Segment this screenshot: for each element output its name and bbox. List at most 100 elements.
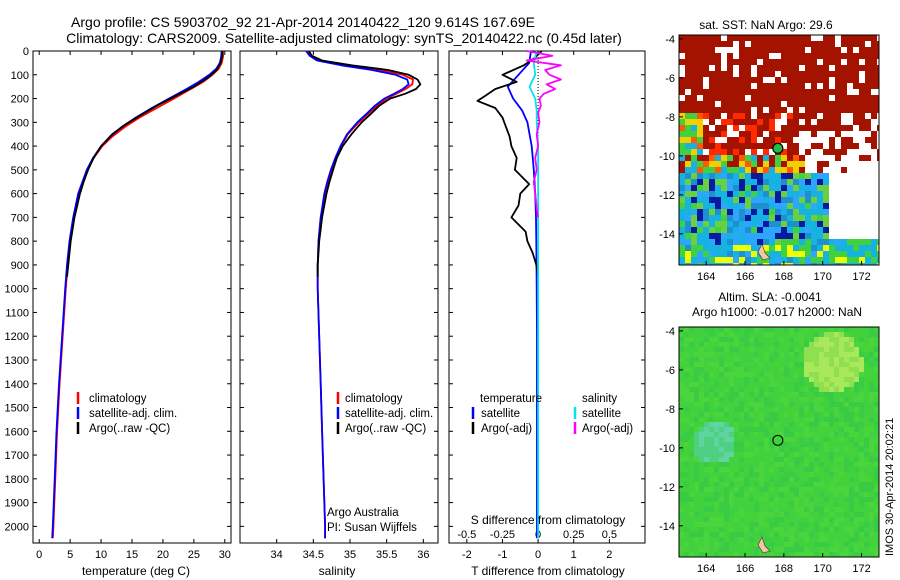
sst-cell [763,227,769,233]
sla-cell [819,532,824,537]
sla-cell [684,412,689,417]
sla-cell [779,437,784,442]
sla-cell [844,342,849,347]
sla-cell [764,352,769,357]
sla-cell [839,422,844,427]
sla-cell [824,372,829,377]
sla-cell [694,352,699,357]
sla-cell [784,472,789,477]
sla-cell [809,352,814,357]
sst-cell [871,251,877,257]
sla-cell [754,427,759,432]
sst-cell [793,89,799,95]
sla-cell [749,327,754,332]
sla-cell [679,487,684,492]
sla-cell [694,452,699,457]
sla-cell [864,362,869,367]
sla-cell [759,417,764,422]
series-line-salinity-argo-adj- [525,50,562,218]
sla-cell [844,477,849,482]
sst-cell [691,41,697,47]
sla-cell [774,452,779,457]
sla-cell [729,332,734,337]
sst-cell [775,101,781,107]
sst-cell [685,173,691,179]
sla-cell [684,552,689,557]
sla-cell [754,552,759,557]
sst-cell [757,191,763,197]
sst-cell [691,251,697,257]
sla-cell [864,497,869,502]
sla-cell [679,382,684,387]
sla-cell [829,417,834,422]
sla-cell [854,552,859,557]
sla-cell [734,397,739,402]
sla-cell [714,447,719,452]
sla-cell [684,367,689,372]
sla-cell [799,357,804,362]
sla-cell [839,462,844,467]
sla-cell [869,462,874,467]
sla-cell [759,392,764,397]
sla-cell [829,487,834,492]
sla-cell [729,522,734,527]
sla-cell [734,482,739,487]
sst-cell [841,107,847,113]
sst-cell [841,143,847,149]
sla-cell [804,422,809,427]
sla-cell [764,362,769,367]
sla-cell [844,412,849,417]
sla-cell [699,412,704,417]
sst-cell [721,167,727,173]
sst-cell [685,77,691,83]
sla-cell [769,362,774,367]
sla-cell [814,482,819,487]
sla-cell [844,397,849,402]
sla-cell [839,487,844,492]
sst-cell [721,215,727,221]
sla-cell [709,432,714,437]
sla-cell [794,427,799,432]
sst-cell [841,95,847,101]
sla-cell [854,482,859,487]
sla-cell [829,392,834,397]
sla-cell [719,452,724,457]
sla-cell [864,367,869,372]
sla-cell [734,527,739,532]
sla-cell [809,407,814,412]
sla-cell [724,412,729,417]
sst-cell [823,83,829,89]
sla-cell [749,372,754,377]
sla-cell [859,407,864,412]
sst-cell [859,47,865,53]
sst-cell [715,107,721,113]
depth-tick-label: 800 [11,236,29,248]
sla-cell [734,522,739,527]
sst-cell [841,257,847,263]
sst-cell [865,251,871,257]
sla-cell [739,447,744,452]
sla-cell [729,412,734,417]
sst-cell [817,161,823,167]
sla-cell [699,497,704,502]
sst-cell [685,119,691,125]
sst-cell [745,251,751,257]
sla-cell [864,447,869,452]
sla-cell [679,427,684,432]
sst-cell [787,83,793,89]
sst-cell [745,263,751,265]
sla-cell [724,482,729,487]
sla-cell [824,392,829,397]
sla-cell [854,417,859,422]
sla-cell [759,442,764,447]
sst-cell [841,239,847,245]
sla-cell [794,442,799,447]
sla-cell [834,457,839,462]
sst-cell [775,59,781,65]
sst-cell [787,35,793,41]
sla-cell [719,332,724,337]
sst-cell [739,59,745,65]
sst-cell [787,203,793,209]
sst-cell [835,149,841,155]
sla-cell [774,337,779,342]
